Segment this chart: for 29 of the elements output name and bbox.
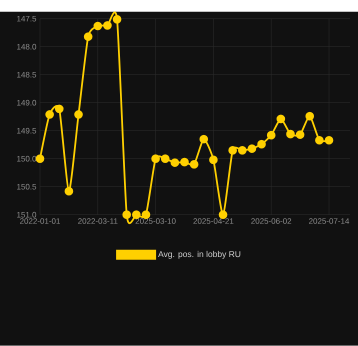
- point: [209, 156, 218, 164]
- point: [180, 158, 189, 167]
- point: [45, 110, 54, 119]
- point: [160, 154, 170, 164]
- point: [324, 136, 334, 145]
- point: [54, 104, 64, 114]
- point: [286, 130, 295, 139]
- legend-label: Avg. pos. in lobby RU: [158, 251, 240, 259]
- point: [228, 146, 237, 155]
- point: [94, 22, 102, 30]
- point: [74, 110, 83, 119]
- point: [151, 154, 160, 164]
- point: [112, 15, 122, 24]
- point: [170, 158, 180, 168]
- point: [266, 131, 276, 140]
- point: [257, 140, 266, 149]
- point: [305, 112, 314, 121]
- point: [84, 32, 92, 42]
- point: [238, 146, 247, 155]
- point: [315, 136, 324, 145]
- point: [122, 210, 131, 220]
- point: [64, 187, 74, 196]
- point: [248, 144, 256, 154]
- point: [36, 154, 44, 164]
- point: [199, 134, 208, 144]
- point: [276, 114, 286, 124]
- point: [103, 21, 112, 30]
- point: [190, 160, 198, 169]
- point: [296, 130, 304, 140]
